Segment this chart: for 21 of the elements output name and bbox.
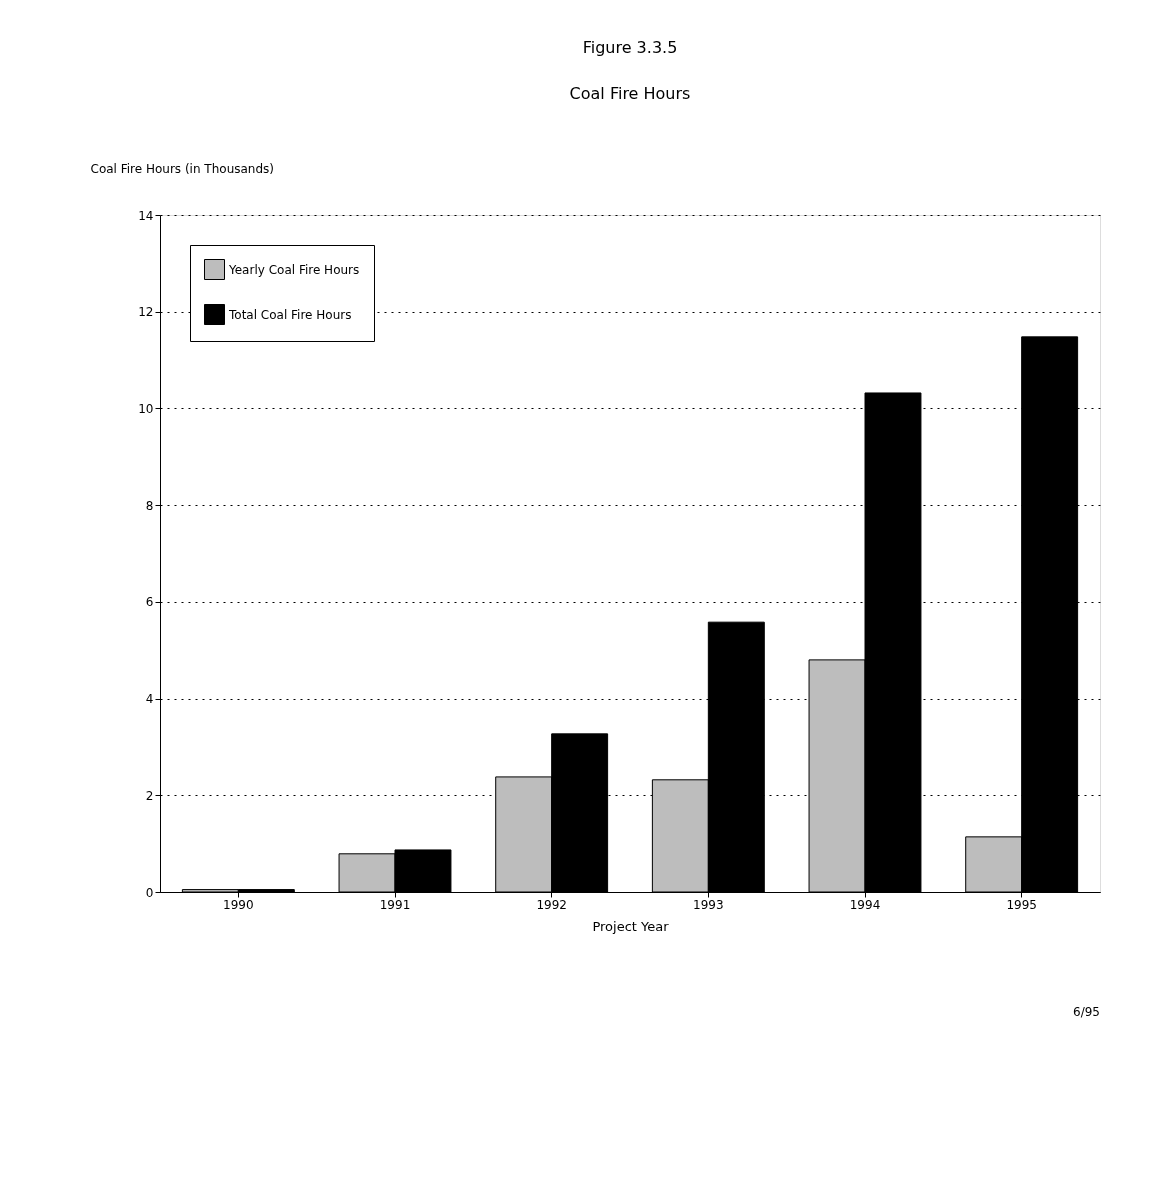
legend-label: Total Coal Fire Hours (228, 307, 352, 322)
chart-subtitle: Coal Fire Hours (569, 84, 691, 103)
x-axis-title: Project Year (592, 918, 670, 934)
x-tick-label: 1993 (693, 897, 724, 912)
y-tick-label: 2 (145, 788, 154, 803)
y-tick-label: 12 (138, 305, 154, 320)
y-axis-title: Coal Fire Hours (in Thousands) (90, 161, 275, 176)
legend-label: Yearly Coal Fire Hours (228, 262, 360, 277)
x-tick-label: 1992 (536, 897, 567, 912)
y-tick-label: 6 (145, 595, 154, 610)
y-tick-label: 0 (145, 885, 154, 900)
y-tick-label: 10 (138, 401, 154, 416)
y-tick-label: 8 (145, 498, 154, 513)
text: 6/95 (1073, 1005, 1100, 1019)
x-tick-label: 1990 (223, 897, 254, 912)
x-tick-label: 1991 (379, 897, 411, 912)
x-tick-label: 1995 (1006, 897, 1037, 912)
x-tick-label: 1994 (849, 897, 881, 912)
y-tick-label: 4 (145, 692, 154, 707)
chart-title: Figure 3.3.5 (582, 38, 678, 57)
y-tick-label: 14 (138, 208, 154, 223)
